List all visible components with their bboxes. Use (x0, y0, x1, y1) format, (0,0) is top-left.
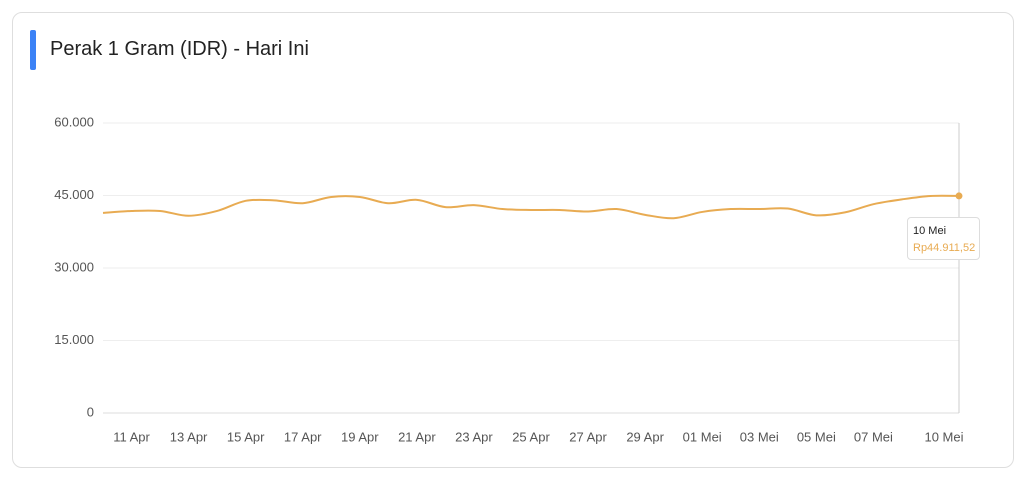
y-tick-label: 0 (87, 404, 94, 419)
x-tick-label: 05 Mei (797, 429, 836, 444)
x-tick-label: 19 Apr (341, 429, 379, 444)
tooltip-value: Rp44.911,52 (913, 242, 976, 254)
x-tick-label: 27 Apr (569, 429, 607, 444)
card (12, 12, 1014, 468)
title-accent (30, 30, 36, 70)
x-tick-label: 03 Mei (740, 429, 779, 444)
x-tick-label: 21 Apr (398, 429, 436, 444)
x-tick-label: 25 Apr (512, 429, 550, 444)
y-tick-label: 45.000 (54, 187, 94, 202)
active-point (955, 192, 963, 200)
x-tick-label: 17 Apr (284, 429, 322, 444)
y-tick-label: 30.000 (54, 259, 94, 274)
chart-title: Perak 1 Gram (IDR) - Hari Ini (50, 38, 309, 60)
x-tick-label: 23 Apr (455, 429, 493, 444)
x-tick-label: 11 Apr (113, 429, 150, 444)
x-tick-label: 10 Mei (924, 429, 963, 444)
x-tick-label: 13 Apr (170, 429, 208, 444)
tooltip: 10 Mei Rp44.911,52 (907, 217, 980, 260)
x-tick-label: 01 Mei (683, 429, 722, 444)
x-tick-label: 07 Mei (854, 429, 893, 444)
tooltip-title: 10 Mei (913, 225, 947, 237)
x-tick-label: 15 Apr (227, 429, 265, 444)
line-series (102, 194, 960, 220)
x-tick-label: 29 Apr (626, 429, 664, 444)
y-tick-label: 15.000 (54, 332, 94, 347)
y-tick-label: 60.000 (54, 114, 94, 129)
